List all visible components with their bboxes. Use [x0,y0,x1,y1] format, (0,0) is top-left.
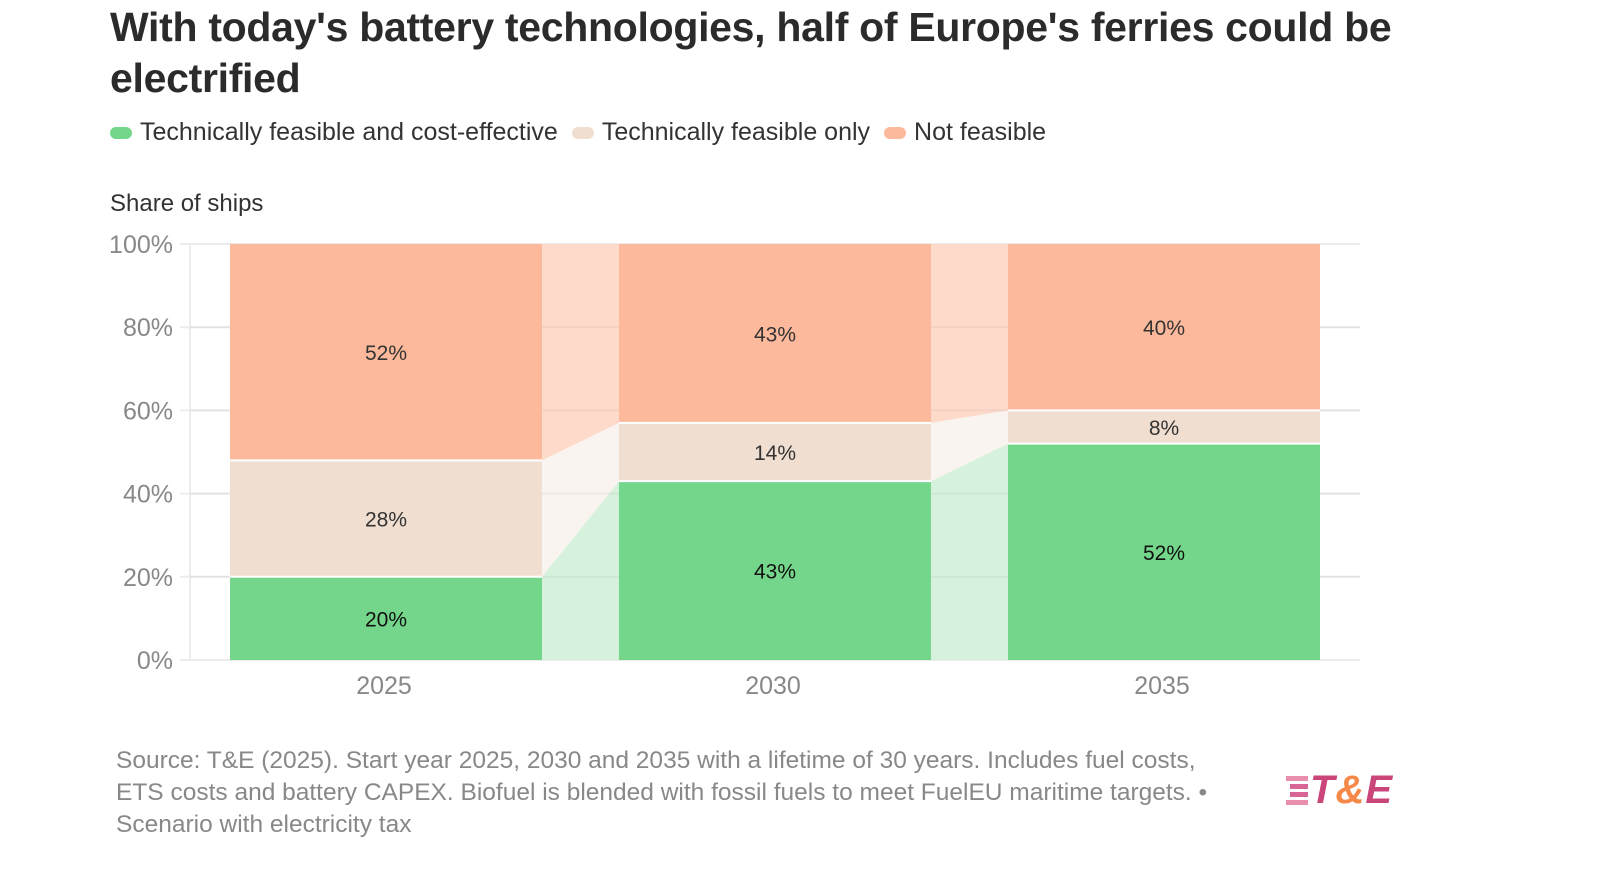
data-label: 43% [754,323,796,346]
te-logo: T&E [1282,768,1393,813]
legend-label: Technically feasible only [601,118,871,146]
bar-segment [619,481,931,660]
bar-segment [1008,443,1320,660]
x-tick-label: 2035 [1134,672,1190,700]
source-note: Source: T&E (2025). Start year 2025, 203… [116,747,1208,838]
legend-swatch [571,126,594,139]
bar-segment [1008,410,1320,444]
data-label: 14% [754,442,796,465]
legend: Technically feasible and cost-effective … [110,118,1060,147]
legend-swatch [884,126,907,139]
data-label: 40% [1143,317,1185,340]
bar-segment [619,244,931,423]
y-tick-label: 0% [137,647,173,675]
y-tick-label: 60% [123,397,173,425]
connector-band [542,422,619,577]
legend-label: Technically feasible and cost-effective [140,118,558,146]
x-tick-label: 2025 [356,672,412,700]
y-axis-label: Share of ships [110,190,264,217]
x-tick-label: 2030 [745,672,801,700]
logo-amp: & [1335,768,1366,812]
connector-band [542,244,619,461]
connector-band [931,410,1008,482]
data-label: 20% [365,608,407,631]
logo-stripes-icon [1286,775,1308,805]
bar-segment [1008,244,1320,411]
legend-item-not-feasible: Not feasible [884,118,1046,147]
data-label: 52% [1143,542,1185,565]
data-label: 8% [1149,417,1179,440]
connector-band [931,244,1008,423]
legend-item-feasible-only: Technically feasible only [571,118,871,147]
y-tick-label: 80% [123,314,173,342]
stacked-bar-chart: 0% 20% 40% 60% 80% 100% 20% 28% 52% 2025 43% 14% 43%… [109,231,1360,700]
logo-text: T&E [1310,768,1393,813]
legend-item-cost-effective: Technically feasible and cost-effective [110,118,558,147]
bar-segment [230,460,542,577]
logo-e: E [1365,768,1394,812]
connector-band [931,443,1008,660]
chart-title: With today's battery technologies, half … [110,4,1392,101]
legend-label: Not feasible [914,118,1047,146]
y-tick-label: 100% [109,231,173,259]
logo-t: T [1310,768,1336,812]
bar-segment [619,422,931,482]
data-label: 28% [365,509,407,532]
bar-segment [230,244,542,461]
data-label: 52% [365,342,407,365]
y-tick-label: 20% [123,564,173,592]
y-tick-label: 40% [123,481,173,509]
data-label: 43% [754,561,796,584]
legend-swatch [110,126,132,139]
bar-segment [230,576,542,660]
connector-band [542,481,619,660]
